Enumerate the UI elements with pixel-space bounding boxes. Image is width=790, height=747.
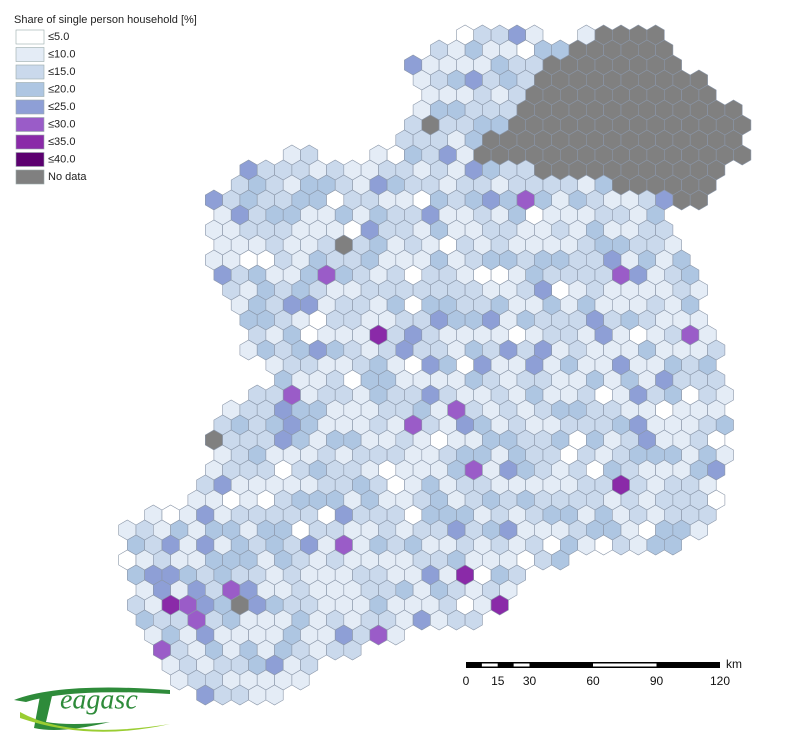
logo-t bbox=[34, 696, 110, 730]
hex-cell bbox=[551, 549, 570, 571]
hex-cell bbox=[689, 189, 708, 211]
legend-swatch bbox=[15, 29, 45, 45]
scale-label: 90 bbox=[650, 674, 664, 688]
legend-swatch bbox=[15, 134, 45, 150]
legend-swatch bbox=[15, 99, 45, 115]
logo-text: eagasc bbox=[60, 684, 138, 715]
legend-swatch bbox=[15, 169, 45, 185]
legend-swatch bbox=[15, 152, 45, 167]
hex-cell bbox=[386, 624, 405, 646]
hex-cell bbox=[265, 684, 284, 706]
legend-swatch bbox=[15, 64, 45, 80]
hex-cell bbox=[343, 639, 362, 661]
hex-cell bbox=[689, 519, 708, 541]
legend-swatch bbox=[15, 47, 45, 62]
legend-label: ≤15.0 bbox=[48, 66, 75, 78]
legend-label: ≤5.0 bbox=[48, 31, 69, 43]
legend-label: No data bbox=[48, 171, 87, 183]
hex-layer bbox=[118, 24, 752, 706]
scale-bar: 0 15 30 60 90 120 km bbox=[463, 657, 742, 688]
legend: Share of single person household [%] ≤5.… bbox=[14, 14, 197, 185]
scale-label: 0 bbox=[463, 674, 470, 688]
legend-swatch bbox=[15, 82, 45, 97]
hex-cell bbox=[464, 609, 483, 631]
scale-segment bbox=[481, 663, 498, 667]
scale-label: 120 bbox=[710, 674, 730, 688]
legend-label: ≤10.0 bbox=[48, 48, 75, 60]
legend-swatch bbox=[15, 117, 45, 132]
scale-segment bbox=[593, 663, 657, 667]
hex-cell bbox=[733, 144, 752, 166]
logo-swoosh-2 bbox=[20, 712, 170, 732]
scale-label: 30 bbox=[523, 674, 537, 688]
legend-title: Share of single person household [%] bbox=[14, 14, 197, 26]
scale-unit: km bbox=[726, 657, 742, 671]
logo-swoosh bbox=[14, 687, 170, 702]
legend-label: ≤30.0 bbox=[48, 118, 75, 130]
scale-label: 15 bbox=[491, 674, 505, 688]
scale-segment bbox=[497, 663, 514, 667]
legend-label: ≤40.0 bbox=[48, 153, 75, 165]
hex-cell bbox=[291, 669, 310, 691]
hex-cell bbox=[490, 594, 509, 616]
legend-label: ≤35.0 bbox=[48, 136, 75, 148]
legend-label: ≤25.0 bbox=[48, 101, 75, 113]
legend-label: ≤20.0 bbox=[48, 83, 75, 95]
logo: eagasc bbox=[14, 684, 170, 732]
scale-label: 60 bbox=[586, 674, 600, 688]
hex-cell bbox=[663, 534, 682, 556]
